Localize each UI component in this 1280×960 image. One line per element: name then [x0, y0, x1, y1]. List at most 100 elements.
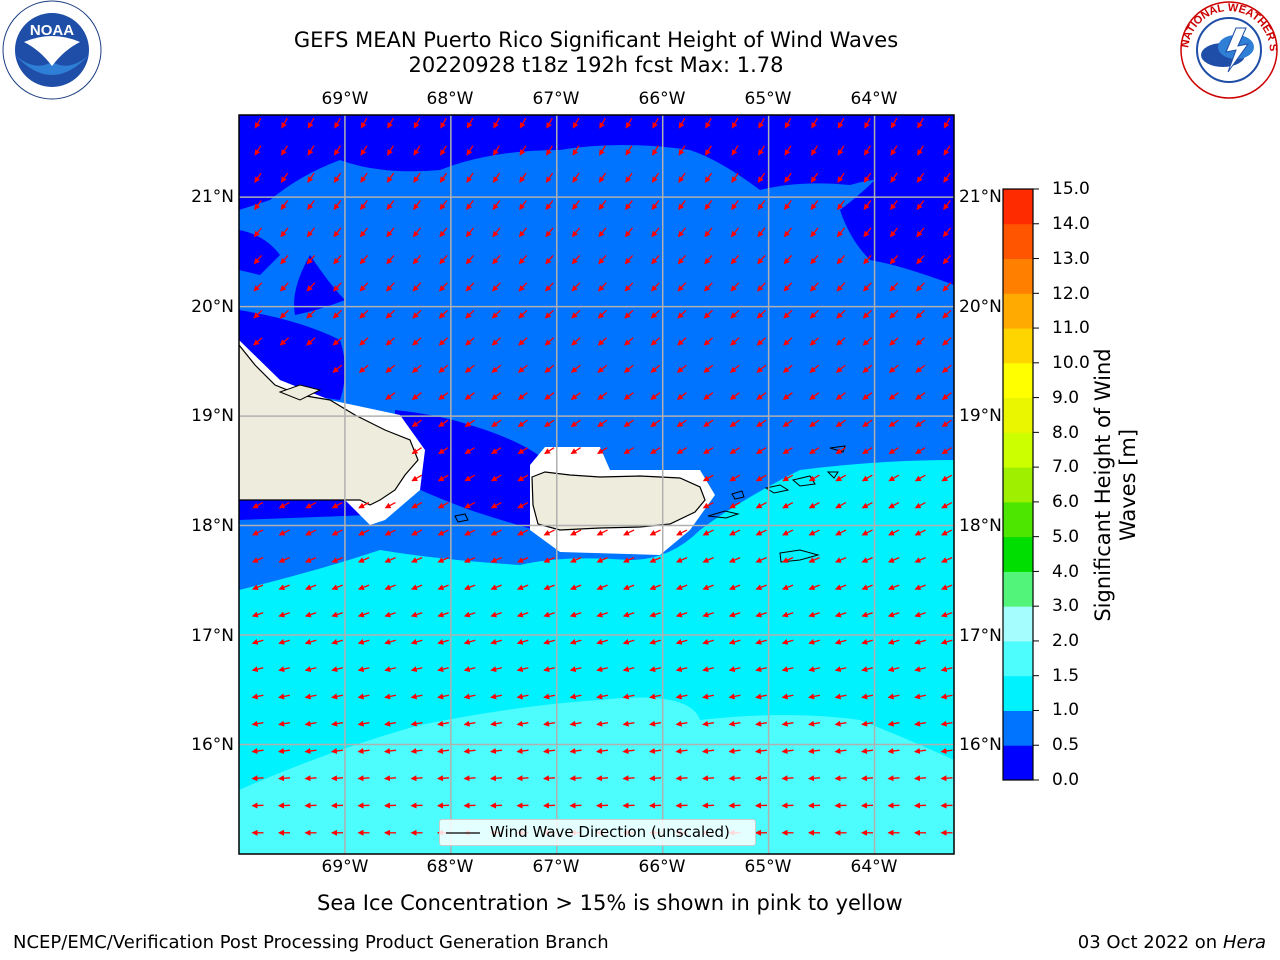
wind-wave-arrow	[358, 502, 370, 509]
wind-wave-arrow	[384, 775, 397, 782]
wind-wave-arrow	[384, 529, 396, 536]
wind-wave-arrow	[519, 172, 527, 183]
wind-wave-arrow	[705, 145, 712, 156]
wind-wave-arrow	[941, 447, 952, 455]
wind-wave-arrow	[543, 666, 555, 673]
wind-wave-arrow	[599, 145, 606, 156]
wind-wave-arrow	[253, 227, 263, 238]
wind-wave-arrow	[678, 145, 686, 156]
wind-wave-arrow	[887, 747, 900, 754]
colorbar-bin-3-4	[1003, 571, 1033, 607]
wind-wave-arrow	[251, 666, 264, 673]
wind-wave-arrow	[491, 392, 502, 400]
wind-wave-arrow	[837, 200, 845, 211]
wind-wave-arrow	[887, 693, 900, 700]
wind-wave-arrow	[357, 584, 370, 591]
wind-wave-arrow	[941, 529, 953, 536]
wind-wave-arrow	[331, 557, 343, 563]
wind-wave-arrow	[809, 364, 820, 373]
wind-wave-arrow	[782, 447, 793, 455]
wind-wave-arrow	[810, 227, 819, 238]
wind-wave-arrow	[649, 693, 662, 700]
wind-wave-arrow	[543, 775, 556, 782]
wind-wave-arrow	[863, 200, 872, 211]
wind-wave-arrow	[704, 172, 713, 183]
wind-wave-arrow	[651, 227, 660, 238]
wind-wave-arrow	[861, 638, 873, 645]
wind-wave-arrow	[755, 557, 767, 563]
wind-wave-arrow	[702, 474, 714, 482]
colorbar-bin-8-9	[1003, 397, 1033, 433]
wind-wave-arrow	[333, 254, 342, 265]
cb-tick-11: 11.0	[1052, 318, 1090, 338]
wind-wave-arrow	[942, 309, 952, 319]
wind-wave-arrow	[887, 666, 900, 673]
cb-tick-15: 15.0	[1052, 179, 1090, 199]
wind-wave-arrow	[490, 638, 502, 645]
wind-wave-arrow	[649, 747, 662, 754]
wind-wave-arrow	[517, 364, 528, 373]
wind-wave-arrow	[387, 117, 394, 129]
wind-wave-arrow	[437, 775, 450, 782]
wind-wave-arrow	[439, 282, 448, 292]
wind-wave-arrow	[570, 364, 581, 373]
wind-wave-arrow	[728, 775, 741, 782]
wind-wave-arrow	[357, 611, 370, 618]
cb-tick-9: 9.0	[1052, 388, 1080, 408]
wind-wave-arrow	[359, 282, 369, 292]
wind-wave-arrow	[385, 364, 396, 373]
wind-wave-arrow	[730, 254, 740, 265]
wind-wave-arrow	[410, 584, 423, 591]
wind-wave-arrow	[278, 775, 291, 782]
wind-wave-arrow	[835, 474, 847, 482]
cb-tick-8: 8.0	[1052, 423, 1080, 443]
wind-wave-arrows	[251, 117, 953, 836]
colorbar-bin-2-3	[1003, 606, 1033, 642]
wind-wave-arrow	[333, 282, 342, 292]
wind-wave-arrow	[518, 227, 528, 238]
wind-wave-arrow	[781, 557, 794, 563]
wind-wave-arrow	[781, 638, 794, 645]
wind-wave-arrow	[359, 337, 369, 346]
wind-wave-arrow	[570, 447, 581, 455]
wind-wave-arrow	[490, 557, 502, 563]
wind-wave-arrow	[675, 584, 688, 591]
wind-wave-arrow	[863, 227, 872, 238]
wind-wave-arrow	[281, 117, 288, 129]
wind-wave-arrow	[569, 557, 582, 563]
wind-wave-arrow	[516, 720, 529, 727]
wind-wave-arrow	[254, 117, 262, 129]
wind-wave-arrow	[728, 557, 741, 563]
wind-wave-arrow	[437, 666, 449, 673]
wind-wave-arrow	[675, 720, 688, 727]
wind-wave-arrow	[519, 200, 527, 211]
wind-wave-arrow	[464, 364, 475, 373]
wind-wave-arrow	[596, 611, 608, 618]
wind-wave-arrow	[490, 720, 503, 727]
wind-wave-arrow	[863, 172, 872, 183]
wind-wave-arrow	[756, 419, 767, 427]
wind-wave-arrow	[864, 145, 871, 156]
wind-wave-arrow	[862, 364, 873, 373]
wind-wave-arrow	[543, 529, 555, 536]
wind-wave-arrow	[943, 145, 951, 156]
wind-wave-arrow	[649, 666, 661, 673]
wind-wave-arrow	[384, 720, 397, 727]
wind-wave-arrow	[490, 502, 502, 509]
wind-wave-arrow	[650, 309, 660, 319]
wind-wave-arrow	[465, 337, 475, 346]
wind-wave-arrow	[465, 227, 475, 238]
wind-wave-arrow	[914, 557, 926, 563]
cb-tick-1-5: 1.5	[1052, 666, 1080, 686]
wind-wave-arrow	[569, 638, 582, 645]
wind-wave-arrow	[675, 611, 688, 618]
wind-wave-arrow	[863, 254, 872, 265]
wind-wave-arrow	[942, 254, 952, 265]
wind-wave-arrow	[569, 775, 582, 782]
wind-wave-arrow	[412, 282, 422, 292]
cb-tick-3: 3.0	[1052, 596, 1080, 616]
wind-wave-arrow	[943, 200, 951, 211]
wind-wave-arrow	[384, 693, 397, 700]
wind-wave-arrow	[915, 419, 926, 427]
wind-wave-arrow	[703, 419, 714, 427]
